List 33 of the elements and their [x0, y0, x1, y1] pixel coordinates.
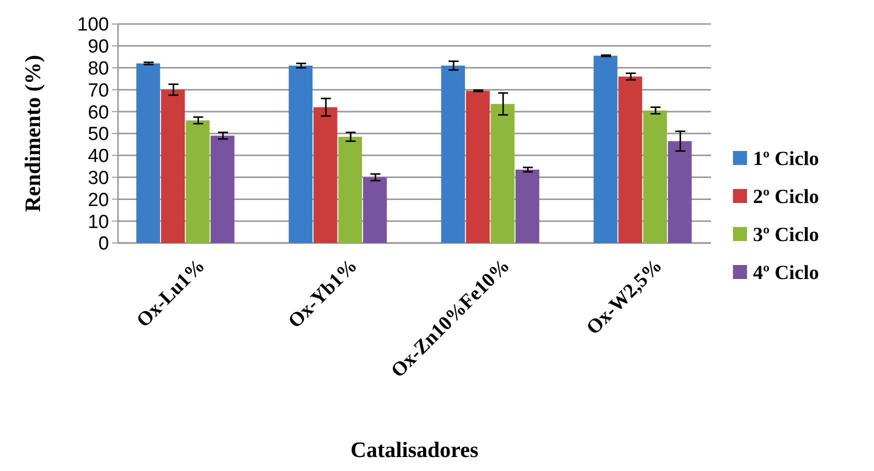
bar — [161, 90, 185, 243]
y-tick-label: 50 — [88, 124, 109, 146]
bar — [668, 141, 692, 243]
bar — [594, 56, 618, 243]
bar — [314, 107, 338, 243]
y-tick-label: 0 — [98, 234, 109, 255]
bar — [210, 136, 234, 243]
y-tick-label: 70 — [88, 80, 109, 102]
y-tick-label: 30 — [88, 168, 109, 189]
bar — [186, 120, 210, 243]
legend-label: 1º Ciclo — [753, 148, 820, 170]
y-tick-label: 100 — [77, 14, 109, 36]
y-axis-title: Rendimento (%) — [20, 54, 45, 212]
legend-label: 4º Ciclo — [753, 262, 820, 284]
bar — [441, 66, 465, 243]
legend-label: 3º Ciclo — [753, 224, 820, 246]
y-tick-label: 80 — [88, 58, 109, 80]
y-tick-label: 10 — [88, 212, 109, 233]
bar — [515, 170, 540, 243]
bar — [288, 66, 313, 243]
legend-label: 2º Ciclo — [753, 186, 820, 208]
bar — [363, 177, 387, 243]
bar — [618, 76, 642, 243]
bar — [490, 104, 514, 243]
y-tick-label: 20 — [88, 190, 109, 211]
y-tick-label: 90 — [88, 36, 109, 58]
bar — [466, 90, 490, 243]
bar — [643, 110, 667, 243]
bar — [136, 63, 160, 243]
y-tick-label: 60 — [88, 102, 109, 124]
bar — [338, 136, 362, 243]
x-axis-title: Catalisadores — [350, 437, 479, 462]
y-tick-label: 40 — [88, 146, 109, 168]
